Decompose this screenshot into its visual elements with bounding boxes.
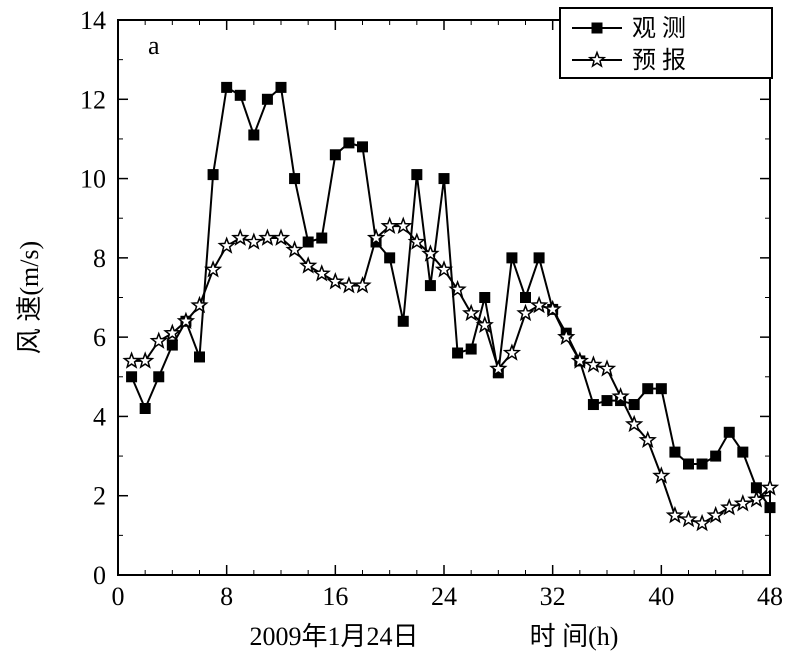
y-tick-label: 8	[93, 244, 106, 273]
y-tick-label: 4	[93, 402, 106, 431]
y-axis-label: 风 速(m/s)	[15, 241, 44, 354]
y-tick-label: 10	[80, 165, 106, 194]
wind-speed-chart: 08162432404802468101214风 速(m/s)2009年1月24…	[0, 0, 800, 663]
y-tick-label: 14	[80, 6, 106, 35]
x-axis-label-time: 时 间(h)	[530, 622, 619, 651]
x-tick-label: 40	[648, 582, 674, 611]
legend: 观 测预 报	[560, 8, 772, 78]
legend-label: 预 报	[632, 47, 686, 74]
x-tick-label: 32	[540, 582, 566, 611]
legend-label: 观 测	[632, 15, 686, 42]
y-tick-label: 2	[93, 482, 106, 511]
x-tick-label: 16	[322, 582, 348, 611]
chart-container: 08162432404802468101214风 速(m/s)2009年1月24…	[0, 0, 800, 663]
x-tick-label: 24	[431, 582, 457, 611]
panel-label: a	[148, 31, 160, 60]
y-tick-label: 0	[93, 561, 106, 590]
x-tick-label: 48	[757, 582, 783, 611]
x-tick-label: 0	[112, 582, 125, 611]
y-tick-label: 12	[80, 85, 106, 114]
x-axis-label-date: 2009年1月24日	[249, 622, 418, 651]
x-tick-label: 8	[220, 582, 233, 611]
y-tick-label: 6	[93, 323, 106, 352]
